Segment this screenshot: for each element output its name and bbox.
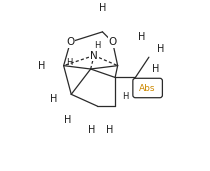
Text: Abs: Abs	[139, 83, 156, 93]
Text: H: H	[50, 94, 58, 104]
Text: H: H	[138, 32, 146, 42]
Text: H: H	[106, 125, 114, 135]
Text: H: H	[152, 64, 160, 74]
Text: O: O	[109, 37, 117, 47]
Text: H: H	[67, 58, 73, 67]
Text: H: H	[94, 41, 100, 50]
Text: H: H	[88, 125, 95, 135]
FancyBboxPatch shape	[133, 78, 162, 98]
Text: H: H	[157, 44, 165, 54]
Text: H: H	[122, 91, 128, 101]
Text: H: H	[38, 61, 45, 71]
Text: N: N	[90, 50, 98, 61]
Text: H: H	[99, 3, 106, 13]
Text: H: H	[64, 115, 72, 125]
Text: O: O	[66, 37, 75, 47]
